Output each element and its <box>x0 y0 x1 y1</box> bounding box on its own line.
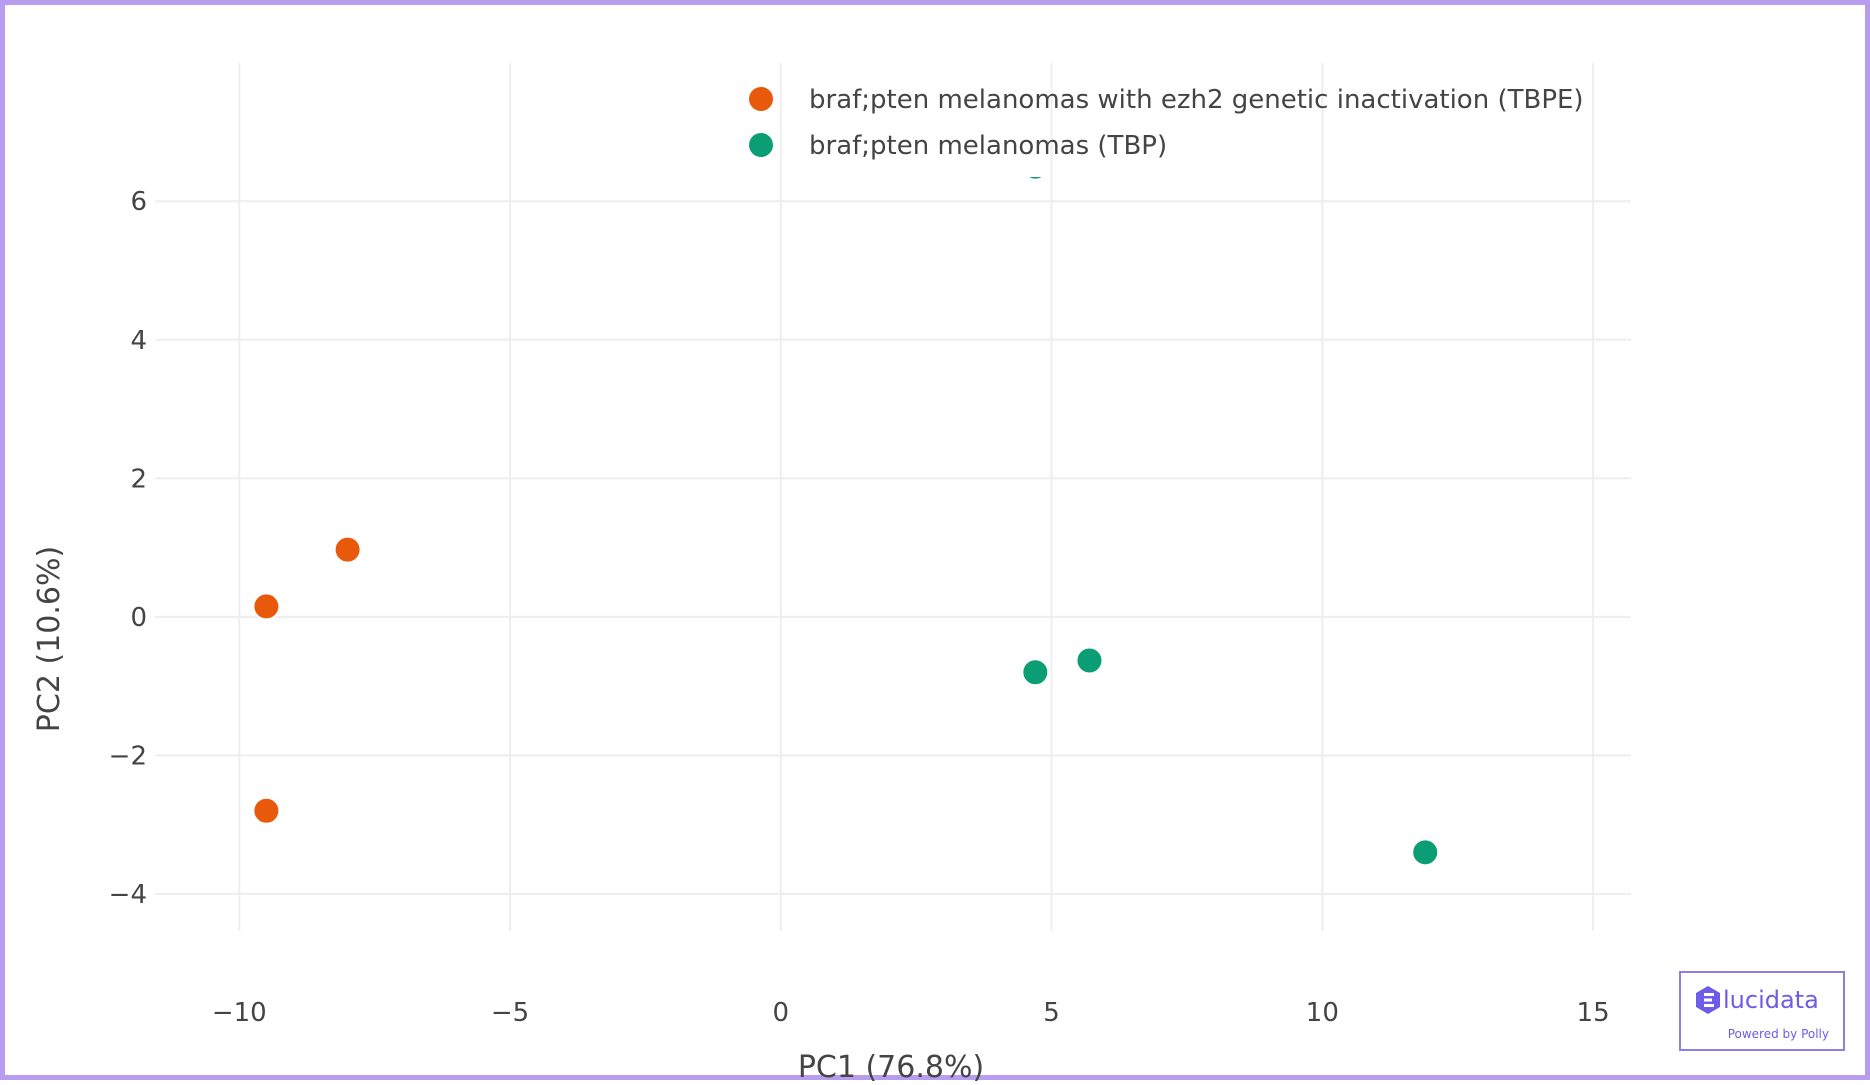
x-tick-label: 5 <box>1043 998 1060 1028</box>
tbp-data-point[interactable] <box>1075 646 1104 675</box>
scatter-chart: −10 −5 0 5 10 15 −4 −2 0 2 4 6 PC1 (76.8%) PC2 (10… <box>32 63 1631 1085</box>
grid-lines <box>155 63 1631 931</box>
legend[interactable]: braf;pten melanomas with ezh2 genetic in… <box>749 85 1584 161</box>
y-tick-label: 0 <box>130 603 147 633</box>
x-axis-title: PC1 (76.8%) <box>798 1050 984 1085</box>
legend-label[interactable]: braf;pten melanomas (TBP) <box>809 131 1167 161</box>
data-points <box>252 154 1440 867</box>
y-tick-label: 4 <box>130 326 147 356</box>
tbpe-data-point[interactable] <box>252 796 281 825</box>
legend-label[interactable]: braf;pten melanomas with ezh2 genetic in… <box>809 85 1584 115</box>
x-tick-label: 15 <box>1577 998 1610 1028</box>
logo-brand-text: lucidata <box>1723 986 1819 1014</box>
logo-tagline: Powered by Polly <box>1727 1027 1829 1041</box>
y-tick-label: −2 <box>109 741 147 771</box>
elucidata-logo: lucidata Powered by Polly <box>1679 971 1845 1051</box>
elucidata-logo-icon <box>1696 986 1720 1014</box>
y-tick-labels: −4 −2 0 2 4 6 <box>109 187 147 910</box>
y-tick-label: 6 <box>130 187 147 217</box>
y-tick-label: 2 <box>130 464 147 494</box>
x-tick-label: −10 <box>212 998 267 1028</box>
x-tick-label: −5 <box>491 998 529 1028</box>
y-axis-title: PC2 (10.6%) <box>32 546 67 732</box>
tbp-data-point[interactable] <box>1411 838 1440 867</box>
x-tick-labels: −10 −5 0 5 10 15 <box>212 998 1610 1028</box>
y-tick-label: −4 <box>109 880 147 910</box>
tbpe-data-point[interactable] <box>333 535 362 564</box>
x-tick-label: 0 <box>773 998 790 1028</box>
legend-marker[interactable] <box>749 133 773 157</box>
logo-brand: lucidata <box>1695 985 1819 1015</box>
tbp-data-point[interactable] <box>1022 154 1048 181</box>
x-tick-label: 10 <box>1306 998 1339 1028</box>
legend-marker[interactable] <box>749 87 773 111</box>
tbp-data-point[interactable] <box>1021 658 1050 687</box>
tbpe-data-point[interactable] <box>252 592 281 621</box>
